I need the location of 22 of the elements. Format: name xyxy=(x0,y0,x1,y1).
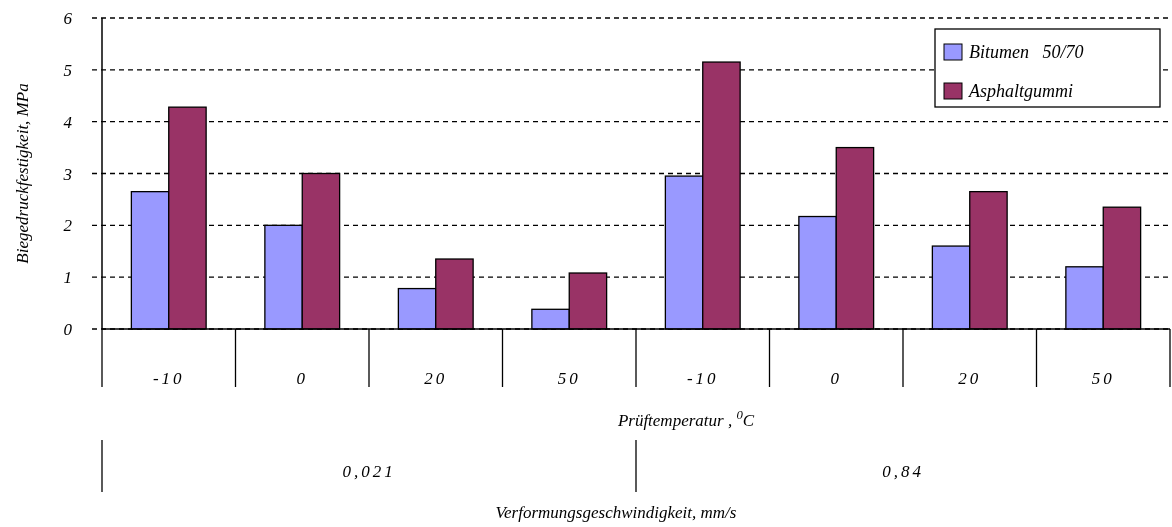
x-tick-label: 0 xyxy=(830,369,842,388)
y-tick-label: 2 xyxy=(63,216,73,236)
x-tick-label: -10 xyxy=(152,369,185,388)
x-tick-label: 50 xyxy=(557,369,581,388)
x-tick-label: 20 xyxy=(958,369,982,388)
y-tick-label: 1 xyxy=(63,268,72,288)
y-tick-label: 5 xyxy=(63,60,72,80)
y-tick-label: 3 xyxy=(62,164,72,184)
legend-label: Asphaltgummi xyxy=(968,81,1074,101)
y-tick-label: 6 xyxy=(63,9,73,28)
y-axis-title: Biegedruckfestigkeit, MPa xyxy=(13,83,32,264)
text: Verformungsgeschwindigkeit, mm/s xyxy=(495,503,737,522)
text: 0,021 xyxy=(342,462,396,481)
y-tick-label: 4 xyxy=(63,112,73,132)
x-axis-title: Prüftemperatur , $^{0}$C xyxy=(616,408,755,430)
x-tick-label: 0 xyxy=(296,369,308,388)
x-tick-label: 20 xyxy=(424,369,448,388)
legend-label: Bitumen 50/70 xyxy=(969,42,1084,62)
x-tick-label: 50 xyxy=(1091,369,1115,388)
text: 0,84 xyxy=(882,462,924,481)
x-tick-label: -10 xyxy=(686,369,719,388)
y-tick-label: 0 xyxy=(63,320,73,339)
